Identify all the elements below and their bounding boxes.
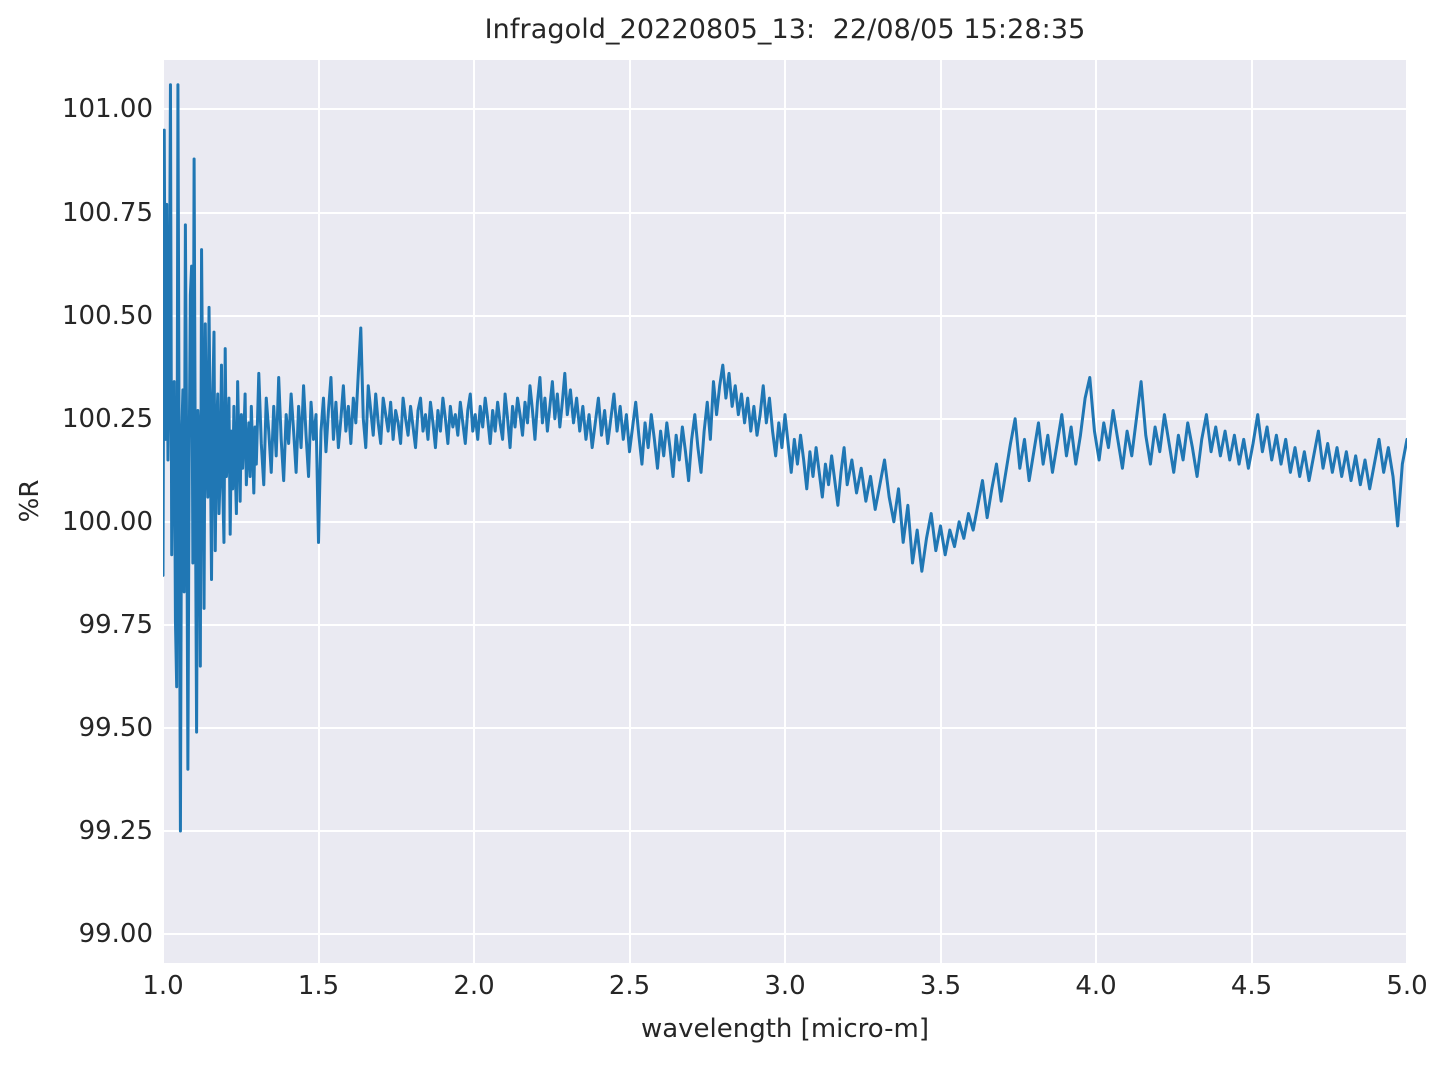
gridline-horizontal [163,623,1407,626]
plot-area [163,60,1407,963]
gridline-vertical [1250,60,1253,963]
gridline-horizontal [163,933,1407,936]
x-tick-label: 5.0 [1386,971,1428,1001]
gridline-horizontal [163,108,1407,111]
data-series-svg [163,83,1407,833]
x-tick-label: 4.0 [1075,971,1117,1001]
y-axis-label: %R [15,479,45,523]
gridline-horizontal [163,211,1407,214]
x-tick-label: 1.5 [297,971,340,1001]
y-tick-label: 99.25 [78,816,153,847]
gridline-horizontal [163,314,1407,317]
y-tick-label: 100.50 [62,300,153,331]
y-tick-label: 99.75 [78,609,153,640]
gridline-vertical [1095,60,1097,963]
gridline-horizontal [163,830,1407,833]
y-tick-label: 100.25 [62,403,153,434]
x-tick-label: 2.5 [608,971,651,1001]
x-axis-label: wavelength [micro-m] [640,1014,930,1044]
gridline-vertical [1406,60,1407,963]
gridline-vertical [784,60,786,963]
page-title: Infragold_20220805_13: 22/08/05 15:28:35 [484,14,1086,45]
x-tick-label: 1.0 [142,971,184,1001]
x-tick-label: 4.5 [1230,971,1273,1001]
y-tick-label: 99.00 [78,919,153,950]
y-tick-label: 100.75 [62,197,153,228]
gridline-vertical [628,60,631,963]
y-tick-label: 100.00 [62,506,153,537]
x-tick-label: 2.0 [453,971,495,1001]
y-tick-label: 99.50 [78,712,153,743]
spectrum-line [163,83,1407,833]
gridline-horizontal [163,726,1407,729]
x-tick-label: 3.5 [919,971,962,1001]
x-tick-label: 3.0 [764,971,806,1001]
gridline-vertical [939,60,942,963]
gridline-horizontal [163,520,1407,523]
gridline-vertical [473,60,475,963]
y-tick-label: 101.00 [62,94,153,125]
